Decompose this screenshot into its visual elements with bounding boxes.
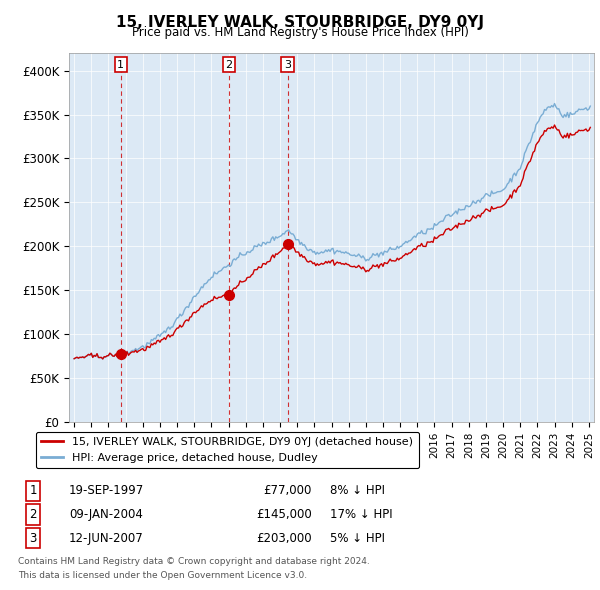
Text: 17% ↓ HPI: 17% ↓ HPI — [330, 508, 392, 521]
Text: 12-JUN-2007: 12-JUN-2007 — [69, 532, 144, 545]
Text: 1: 1 — [118, 60, 124, 70]
Text: 15, IVERLEY WALK, STOURBRIDGE, DY9 0YJ: 15, IVERLEY WALK, STOURBRIDGE, DY9 0YJ — [116, 15, 484, 30]
Text: Contains HM Land Registry data © Crown copyright and database right 2024.: Contains HM Land Registry data © Crown c… — [18, 557, 370, 566]
Legend: 15, IVERLEY WALK, STOURBRIDGE, DY9 0YJ (detached house), HPI: Average price, det: 15, IVERLEY WALK, STOURBRIDGE, DY9 0YJ (… — [35, 431, 419, 468]
Text: £203,000: £203,000 — [256, 532, 312, 545]
Text: 2: 2 — [29, 508, 37, 521]
Text: 3: 3 — [29, 532, 37, 545]
Text: 5% ↓ HPI: 5% ↓ HPI — [330, 532, 385, 545]
Text: 19-SEP-1997: 19-SEP-1997 — [69, 484, 144, 497]
Text: 3: 3 — [284, 60, 291, 70]
Text: 1: 1 — [29, 484, 37, 497]
Text: Price paid vs. HM Land Registry's House Price Index (HPI): Price paid vs. HM Land Registry's House … — [131, 26, 469, 39]
Text: This data is licensed under the Open Government Licence v3.0.: This data is licensed under the Open Gov… — [18, 571, 307, 580]
Text: £77,000: £77,000 — [263, 484, 312, 497]
Text: 2: 2 — [226, 60, 233, 70]
Text: 8% ↓ HPI: 8% ↓ HPI — [330, 484, 385, 497]
Text: £145,000: £145,000 — [256, 508, 312, 521]
Text: 09-JAN-2004: 09-JAN-2004 — [69, 508, 143, 521]
